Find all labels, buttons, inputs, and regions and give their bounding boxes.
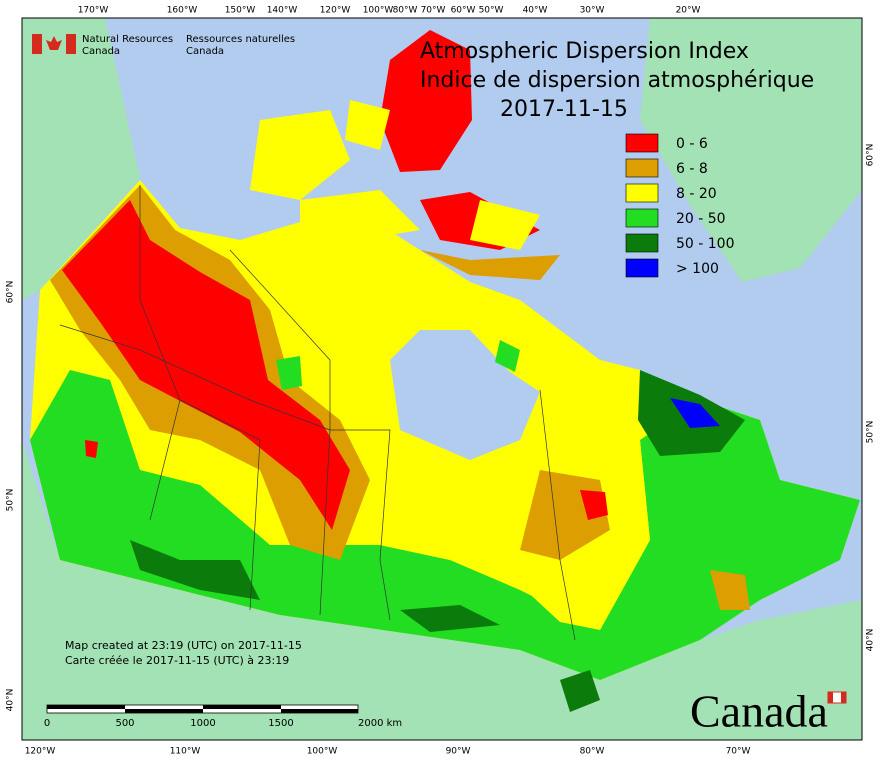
scale-label: 1000 — [190, 718, 215, 729]
scale-bar: 0 500 1000 1500 2000 km — [44, 704, 402, 729]
lat-label: 40°N — [866, 629, 876, 652]
legend-label: > 100 — [676, 261, 719, 277]
lon-label: 70°W — [421, 6, 446, 16]
legend-label: 20 - 50 — [676, 211, 726, 227]
lon-label: 60°W — [451, 6, 476, 16]
greenland — [640, 18, 862, 282]
title-en: Atmospheric Dispersion Index — [420, 39, 749, 64]
border — [59, 324, 331, 431]
note: Map created at 23:19 (UTC) on 2017-11-15 — [65, 639, 302, 652]
map-frame — [21, 17, 863, 741]
legend-label: 50 - 100 — [676, 236, 735, 252]
legend-swatch — [625, 208, 659, 228]
lat-label: 60°N — [6, 281, 16, 304]
red-zone — [62, 30, 608, 530]
green-zone — [30, 370, 860, 680]
scale-label: 1500 — [268, 718, 293, 729]
legend-swatch — [625, 258, 659, 278]
notes: Map created at 23:19 (UTC) on 2017-11-15… — [65, 639, 302, 667]
lon-label: 140°W — [267, 6, 298, 16]
border — [539, 389, 576, 641]
lon-label: 30°W — [580, 6, 605, 16]
frame-border — [21, 17, 863, 741]
arctic-islands — [250, 100, 540, 250]
legend-swatch — [625, 233, 659, 253]
wordmark-flag-bar — [841, 692, 846, 703]
lon-label: 20°W — [676, 6, 701, 16]
legend-label: 0 - 6 — [676, 136, 708, 152]
agency-en: Canada — [82, 46, 120, 57]
graticule-labels: 170°W 160°W 150°W 140°W 120°W 100°W 80°W 70°W 60… — [6, 6, 876, 757]
lon-label: 80°W — [580, 747, 605, 757]
legend-label: 8 - 20 — [676, 186, 717, 202]
lon-label: 120°W — [25, 747, 56, 757]
scale-label: 0 — [44, 718, 50, 729]
lon-label: 170°W — [78, 6, 109, 16]
scale-label: 2000 km — [358, 718, 402, 729]
scale-segment — [125, 709, 203, 713]
border — [229, 249, 331, 616]
agency-fr: Canada — [186, 46, 224, 57]
lon-label: 110°W — [170, 747, 201, 757]
lat-label: 40°N — [6, 689, 16, 712]
flag-bar — [32, 34, 42, 54]
alaska — [22, 18, 140, 300]
lon-label: 150°W — [225, 6, 256, 16]
map-title: Atmospheric Dispersion Index Indice de d… — [420, 39, 814, 122]
legend-swatch — [625, 183, 659, 203]
agency-en: Natural Resources — [82, 34, 173, 45]
legend-swatch — [625, 158, 659, 178]
title-date: 2017-11-15 — [500, 97, 628, 122]
note: Carte créée le 2017-11-15 (UTC) à 23:19 — [65, 654, 289, 667]
lon-label: 80°W — [393, 6, 418, 16]
agency-signature: Natural Resources Canada Ressources natu… — [32, 34, 295, 57]
lon-label: 100°W — [307, 747, 338, 757]
lat-label: 60°N — [866, 144, 876, 167]
scale-segment — [47, 705, 125, 709]
legend-swatch — [625, 133, 659, 153]
scale-label: 500 — [115, 718, 134, 729]
lon-label: 90°W — [446, 747, 471, 757]
usa — [22, 440, 862, 740]
lat-label: 50°N — [6, 489, 16, 512]
borders — [59, 185, 576, 641]
border — [139, 185, 181, 521]
scale-segment — [281, 709, 358, 713]
lon-label: 50°W — [479, 6, 504, 16]
title-fr: Indice de dispersion atmosphérique — [420, 68, 814, 93]
hudson-bay — [390, 330, 540, 460]
border — [330, 429, 391, 621]
green-spots — [276, 340, 520, 390]
blue-zone — [670, 398, 720, 428]
dark-green-zone — [130, 540, 600, 712]
scale-segment — [203, 705, 281, 709]
agency-fr: Ressources naturelles — [186, 34, 295, 45]
lon-label: 40°W — [523, 6, 548, 16]
border — [179, 399, 261, 611]
maple-leaf — [46, 36, 62, 50]
lon-label: 100°W — [363, 6, 394, 16]
legend: 0 - 6 6 - 8 8 - 20 20 - 50 50 - 100 > 100 — [625, 133, 735, 278]
wordmark-flag-bar — [828, 692, 833, 703]
lat-label: 50°N — [866, 421, 876, 444]
legend-label: 6 - 8 — [676, 161, 708, 177]
wordmark: Canada — [690, 686, 828, 737]
flag-bar — [66, 34, 76, 54]
lon-label: 120°W — [320, 6, 351, 16]
lon-label: 160°W — [167, 6, 198, 16]
lon-label: 70°W — [726, 747, 751, 757]
